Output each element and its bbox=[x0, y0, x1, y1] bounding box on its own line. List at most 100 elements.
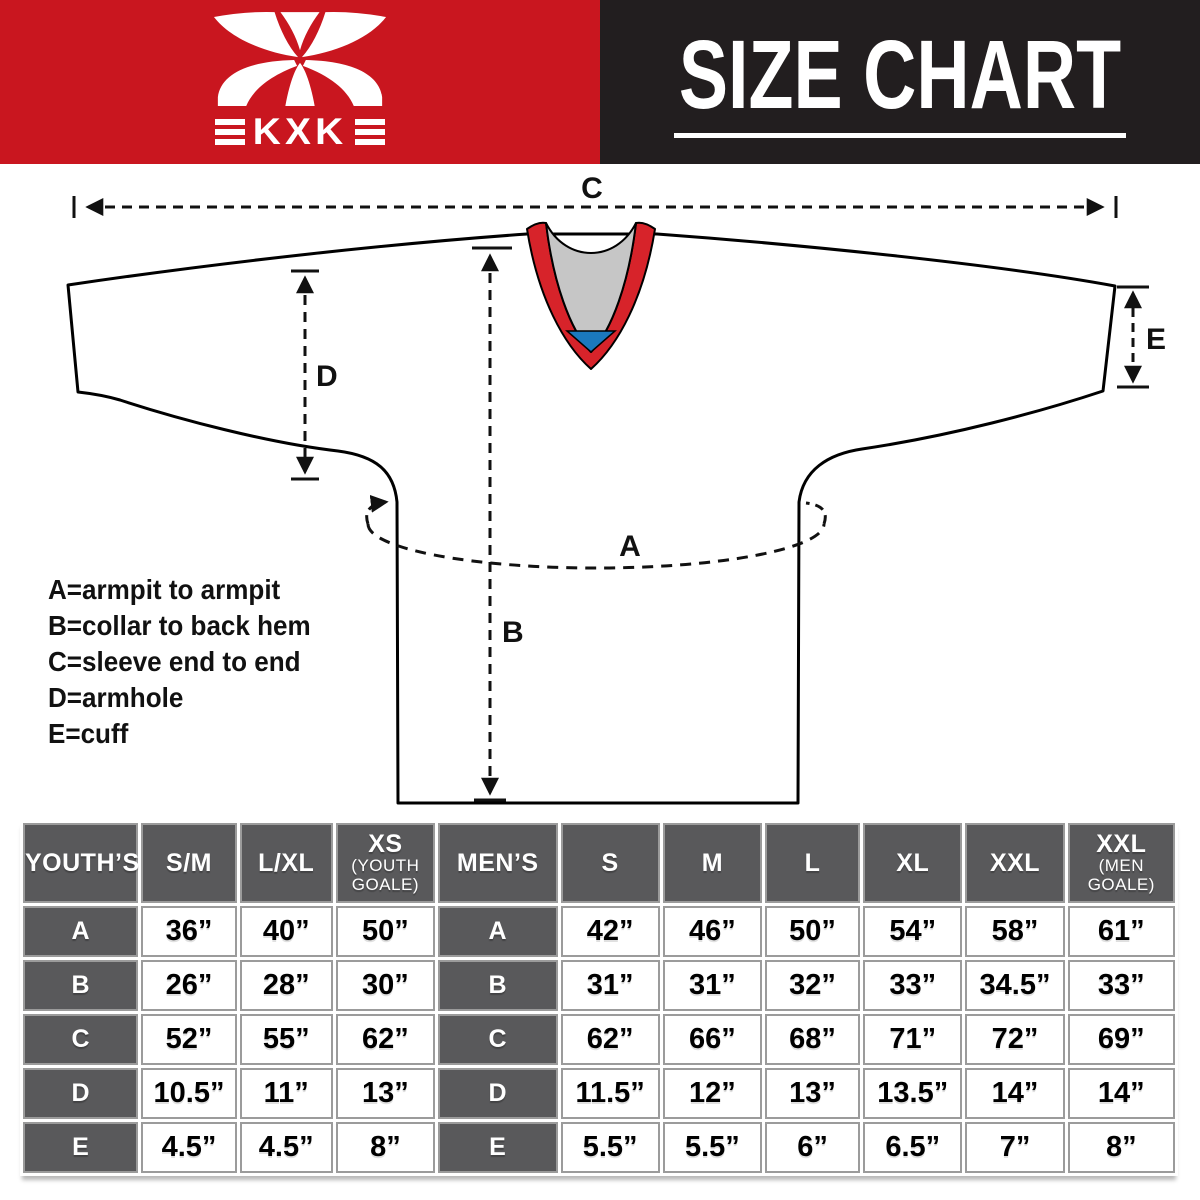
table-cell: 58” bbox=[965, 906, 1065, 957]
table-cell: 50” bbox=[764, 906, 861, 957]
table-cell: 62” bbox=[335, 1014, 436, 1065]
table-cell: 50” bbox=[335, 906, 436, 957]
table-cell: 11.5” bbox=[560, 1068, 660, 1119]
men-col-xxl: XXL bbox=[965, 823, 1065, 903]
men-row-label: D bbox=[438, 1068, 558, 1119]
men-row-label: B bbox=[438, 960, 558, 1011]
label-c: C bbox=[581, 172, 603, 205]
table-row-a: A 36” 40” 50” A 42” 46” 50” 54” 58” 61” bbox=[23, 906, 1175, 957]
men-row-label: E bbox=[438, 1122, 558, 1173]
collar-blue-vee bbox=[565, 330, 617, 353]
table-cell: 30” bbox=[335, 960, 436, 1011]
jersey-outline bbox=[66, 232, 1117, 805]
triple-bar-icon bbox=[214, 119, 245, 145]
table-cell: 7” bbox=[965, 1122, 1065, 1173]
legend-line-c: C=sleeve end to end bbox=[48, 646, 301, 677]
table-cell: 42” bbox=[560, 906, 660, 957]
label-b: B bbox=[502, 616, 524, 649]
men-goalie-size: XXL bbox=[1096, 830, 1147, 858]
table-cell: 54” bbox=[863, 906, 963, 957]
dimension-e bbox=[1117, 285, 1149, 389]
table-cell: 8” bbox=[1067, 1122, 1175, 1173]
table-row-c: C 52” 55” 62” C 62” 66” 68” 71” 72” 69” bbox=[23, 1014, 1175, 1065]
brand-banner: KXK bbox=[0, 0, 600, 164]
table-cell: 66” bbox=[662, 1014, 762, 1065]
table-cell: 10.5” bbox=[141, 1068, 237, 1119]
youth-col-sm: S/M bbox=[141, 823, 237, 903]
legend-line-a: A=armpit to armpit bbox=[48, 574, 281, 605]
collar-inner-gray bbox=[545, 222, 637, 353]
table-cell: 33” bbox=[863, 960, 963, 1011]
table-cell: 12” bbox=[662, 1068, 762, 1119]
table-cell: 11” bbox=[239, 1068, 333, 1119]
table-cell: 8” bbox=[335, 1122, 436, 1173]
youth-col-lxl: L/XL bbox=[239, 823, 333, 903]
men-col-m: M bbox=[662, 823, 762, 903]
youth-goalie-size: XS bbox=[368, 830, 403, 858]
youth-row-label: A bbox=[23, 906, 139, 957]
legend-line-e: E=cuff bbox=[48, 718, 129, 749]
table-cell: 5.5” bbox=[560, 1122, 660, 1173]
table-cell: 31” bbox=[560, 960, 660, 1011]
triple-bar-icon bbox=[355, 119, 386, 145]
table-cell: 14” bbox=[965, 1068, 1065, 1119]
table-cell: 46” bbox=[662, 906, 762, 957]
table-cell: 13” bbox=[335, 1068, 436, 1119]
table-header-row: YOUTH’S S/M L/XL XS (YOUTH GOALE) MEN’S … bbox=[23, 823, 1175, 903]
youth-row-label: D bbox=[23, 1068, 139, 1119]
table-cell: 69” bbox=[1067, 1014, 1175, 1065]
table-cell: 61” bbox=[1067, 906, 1175, 957]
table-cell: 62” bbox=[560, 1014, 660, 1065]
table-cell: 4.5” bbox=[141, 1122, 237, 1173]
table-cell: 14” bbox=[1067, 1068, 1175, 1119]
title-underline bbox=[674, 133, 1126, 138]
table-cell: 34.5” bbox=[965, 960, 1065, 1011]
kxk-logo-icon bbox=[213, 11, 387, 106]
label-a: A bbox=[619, 530, 641, 563]
table-cell: 68” bbox=[764, 1014, 861, 1065]
legend-line-b: B=collar to back hem bbox=[48, 610, 311, 641]
table-cell: 36” bbox=[141, 906, 237, 957]
dimension-d bbox=[291, 269, 319, 481]
label-e: E bbox=[1146, 323, 1166, 356]
table-cell: 4.5” bbox=[239, 1122, 333, 1173]
legend-line-d: D=armhole bbox=[48, 682, 184, 713]
label-d: D bbox=[316, 360, 338, 393]
table-cell: 40” bbox=[239, 906, 333, 957]
brand-name: KXK bbox=[252, 111, 348, 152]
table-row-d: D 10.5” 11” 13” D 11.5” 12” 13” 13.5” 14… bbox=[23, 1068, 1175, 1119]
men-col-l: L bbox=[764, 823, 861, 903]
youth-group-header: YOUTH’S bbox=[23, 823, 139, 903]
dimension-a bbox=[365, 494, 827, 570]
men-goalie-note: (MEN GOALE) bbox=[1087, 856, 1155, 894]
table-row-e: E 4.5” 4.5” 8” E 5.5” 5.5” 6” 6.5” 7” 8” bbox=[23, 1122, 1175, 1173]
table-cell: 55” bbox=[239, 1014, 333, 1065]
youth-row-label: E bbox=[23, 1122, 139, 1173]
measurement-legend: A=armpit to armpit B=collar to back hem … bbox=[48, 572, 311, 752]
youth-row-label: C bbox=[23, 1014, 139, 1065]
youth-col-goalie: XS (YOUTH GOALE) bbox=[335, 823, 436, 903]
size-table: YOUTH’S S/M L/XL XS (YOUTH GOALE) MEN’S … bbox=[20, 820, 1178, 1176]
jersey-measurement-diagram: C D B E A bbox=[66, 172, 1166, 805]
dimension-b bbox=[472, 246, 512, 802]
table-cell: 28” bbox=[239, 960, 333, 1011]
table-cell: 6.5” bbox=[863, 1122, 963, 1173]
page-title: SIZE CHART bbox=[678, 20, 1122, 129]
table-cell: 72” bbox=[965, 1014, 1065, 1065]
men-row-label: C bbox=[438, 1014, 558, 1065]
table-cell: 5.5” bbox=[662, 1122, 762, 1173]
men-col-s: S bbox=[560, 823, 660, 903]
table-cell: 33” bbox=[1067, 960, 1175, 1011]
table-cell: 71” bbox=[863, 1014, 963, 1065]
dimension-c bbox=[72, 196, 1118, 218]
youth-goalie-note: (YOUTH GOALE) bbox=[351, 856, 420, 894]
table-cell: 13.5” bbox=[863, 1068, 963, 1119]
table-cell: 32” bbox=[764, 960, 861, 1011]
men-col-goalie: XXL (MEN GOALE) bbox=[1067, 823, 1175, 903]
table-cell: 26” bbox=[141, 960, 237, 1011]
table-cell: 31” bbox=[662, 960, 762, 1011]
title-banner: SIZE CHART bbox=[600, 0, 1200, 164]
youth-row-label: B bbox=[23, 960, 139, 1011]
table-cell: 52” bbox=[141, 1014, 237, 1065]
